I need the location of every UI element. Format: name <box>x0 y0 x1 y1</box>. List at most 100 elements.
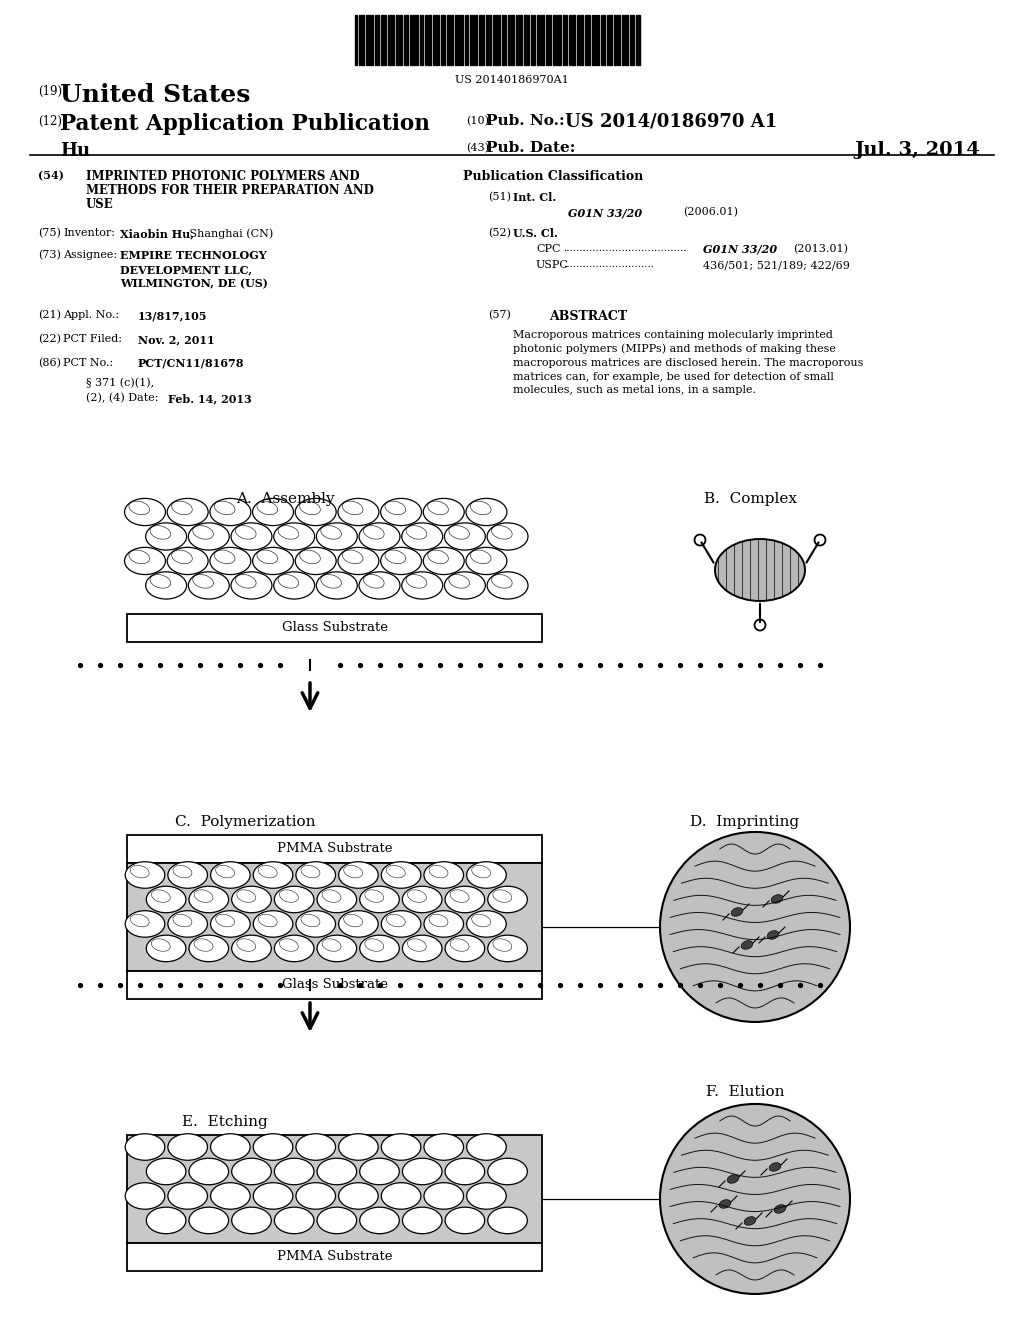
Ellipse shape <box>466 499 507 525</box>
Ellipse shape <box>188 523 229 550</box>
Ellipse shape <box>189 886 228 912</box>
Ellipse shape <box>359 572 400 599</box>
Ellipse shape <box>231 935 271 962</box>
Ellipse shape <box>402 1158 442 1185</box>
Ellipse shape <box>125 911 165 937</box>
Ellipse shape <box>168 1134 208 1160</box>
Text: US 2014/0186970 A1: US 2014/0186970 A1 <box>565 114 777 131</box>
Bar <box>475 15 477 65</box>
Text: Hu: Hu <box>60 143 90 160</box>
Ellipse shape <box>273 572 314 599</box>
Text: (2013.01): (2013.01) <box>793 244 848 255</box>
Text: Nov. 2, 2011: Nov. 2, 2011 <box>138 334 215 345</box>
Text: Feb. 14, 2013: Feb. 14, 2013 <box>168 393 252 404</box>
Ellipse shape <box>253 911 293 937</box>
Bar <box>127 836 543 863</box>
Text: G01N 33/20: G01N 33/20 <box>568 207 642 218</box>
Text: Glass Substrate: Glass Substrate <box>282 978 388 991</box>
Bar <box>457 15 459 65</box>
Ellipse shape <box>146 935 186 962</box>
Ellipse shape <box>211 862 250 888</box>
Ellipse shape <box>381 862 421 888</box>
Bar <box>572 15 575 65</box>
Ellipse shape <box>296 862 336 888</box>
Ellipse shape <box>231 523 272 550</box>
Ellipse shape <box>274 1158 314 1185</box>
Ellipse shape <box>146 1158 186 1185</box>
Ellipse shape <box>167 548 208 574</box>
Text: Jul. 3, 2014: Jul. 3, 2014 <box>854 141 980 158</box>
Ellipse shape <box>774 1205 785 1213</box>
Ellipse shape <box>487 1208 527 1234</box>
Text: (22): (22) <box>38 334 61 345</box>
Text: USPC: USPC <box>536 260 569 271</box>
Text: Xiaobin Hu,: Xiaobin Hu, <box>120 228 195 239</box>
Ellipse shape <box>253 1183 293 1209</box>
Ellipse shape <box>423 499 464 525</box>
Ellipse shape <box>189 935 228 962</box>
Bar <box>508 15 510 65</box>
Ellipse shape <box>445 886 484 912</box>
Ellipse shape <box>769 1163 781 1171</box>
Bar <box>537 15 539 65</box>
Ellipse shape <box>145 572 186 599</box>
Text: PCT No.:: PCT No.: <box>63 358 114 368</box>
Ellipse shape <box>188 572 229 599</box>
Ellipse shape <box>316 572 357 599</box>
Text: Inventor:: Inventor: <box>63 228 115 238</box>
Ellipse shape <box>424 1134 464 1160</box>
Text: IMPRINTED PHOTONIC POLYMERS AND: IMPRINTED PHOTONIC POLYMERS AND <box>86 170 359 183</box>
Ellipse shape <box>359 1208 399 1234</box>
Text: B.  Complex: B. Complex <box>703 492 797 506</box>
Bar <box>638 15 640 65</box>
Ellipse shape <box>359 935 399 962</box>
Text: Int. Cl.: Int. Cl. <box>513 191 556 203</box>
Ellipse shape <box>167 499 208 525</box>
Ellipse shape <box>731 908 742 916</box>
Ellipse shape <box>467 1134 506 1160</box>
Text: Shanghai (CN): Shanghai (CN) <box>186 228 273 239</box>
Ellipse shape <box>125 862 165 888</box>
Bar <box>377 15 379 65</box>
Text: PMMA Substrate: PMMA Substrate <box>276 1250 392 1263</box>
Ellipse shape <box>231 1158 271 1185</box>
Text: A.  Assembly: A. Assembly <box>236 492 334 506</box>
Ellipse shape <box>211 911 250 937</box>
Text: (86): (86) <box>38 358 61 368</box>
Ellipse shape <box>467 911 506 937</box>
Text: Appl. No.:: Appl. No.: <box>63 310 119 319</box>
Ellipse shape <box>381 911 421 937</box>
Ellipse shape <box>467 862 506 888</box>
Ellipse shape <box>423 548 464 574</box>
Text: 13/817,105: 13/817,105 <box>138 310 208 321</box>
Ellipse shape <box>727 1175 738 1183</box>
Bar <box>614 15 616 65</box>
Ellipse shape <box>381 1134 421 1160</box>
Bar <box>368 15 370 65</box>
Ellipse shape <box>381 548 422 574</box>
Bar <box>447 15 450 65</box>
Text: (21): (21) <box>38 310 61 321</box>
Ellipse shape <box>316 523 357 550</box>
Bar <box>406 15 408 65</box>
Ellipse shape <box>295 548 336 574</box>
Ellipse shape <box>317 886 356 912</box>
Bar <box>127 863 543 972</box>
Text: PCT Filed:: PCT Filed: <box>63 334 122 345</box>
Ellipse shape <box>296 911 336 937</box>
Text: (10): (10) <box>466 116 489 127</box>
Text: EMPIRE TECHNOLOGY: EMPIRE TECHNOLOGY <box>120 249 266 261</box>
Text: Assignee:: Assignee: <box>63 249 117 260</box>
Ellipse shape <box>719 1200 731 1208</box>
Ellipse shape <box>168 862 208 888</box>
Ellipse shape <box>274 886 314 912</box>
Bar <box>371 15 373 65</box>
Bar <box>390 15 392 65</box>
Bar <box>563 15 565 65</box>
Bar <box>632 15 634 65</box>
Ellipse shape <box>125 1183 165 1209</box>
Ellipse shape <box>339 911 378 937</box>
Ellipse shape <box>359 523 400 550</box>
Bar <box>597 15 599 65</box>
Ellipse shape <box>125 548 166 574</box>
